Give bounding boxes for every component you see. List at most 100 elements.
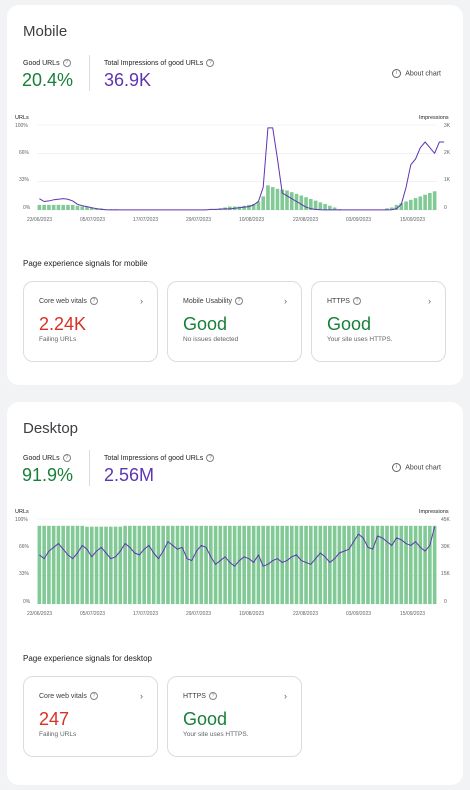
urls-bar [109,526,113,604]
x-tick: 10/08/2023 [239,217,265,223]
urls-bar [37,525,42,604]
urls-bar [47,525,51,604]
help-icon[interactable]: ? [62,454,71,462]
urls-bar [270,187,275,210]
urls-bar [170,525,175,604]
impressions-line [39,127,445,211]
right-tick: 0 [444,205,447,211]
https-card[interactable]: HTTPS? › Good Your site uses HTTPS. [311,281,446,362]
urls-bar [275,525,280,604]
urls-bar [85,206,89,210]
urls-bar [418,525,423,604]
urls-bar [80,525,85,604]
urls-bar [289,192,294,210]
impressions-value: 2.56M [104,465,155,485]
urls-bar [351,525,356,604]
urls-bar [404,525,408,604]
good-urls-value: 20.4% [22,70,74,90]
urls-bar [66,525,70,604]
urls-bar [147,525,151,604]
x-tick: 22/08/2023 [293,611,319,617]
urls-bar [366,525,370,604]
urls-bar [328,525,332,604]
urls-bar [132,525,137,604]
chevron-right-icon: › [284,691,287,701]
card-title: Core web vitals? [39,692,98,700]
x-tick: 23/06/2023 [27,611,53,617]
urls-bar [213,525,218,604]
urls-bar [85,526,89,604]
right-tick: 2K [444,150,451,156]
x-tick: 15/09/2023 [400,611,426,617]
urls-bar [261,525,265,604]
info-icon: i [392,69,402,78]
left-tick: 66% [19,150,30,156]
urls-bar [242,205,246,210]
urls-bar [266,525,270,604]
urls-bar [270,525,275,604]
urls-bar [370,525,375,604]
right-tick: 3K [444,123,451,129]
urls-bar [256,525,261,604]
chevron-right-icon: › [140,691,143,701]
card-value: 2.24K [39,314,87,334]
urls-axis-label: URLs [15,509,29,515]
help-icon[interactable]: ? [206,454,215,462]
help-icon[interactable]: ? [206,59,215,67]
right-tick: 45K [441,517,450,523]
urls-bar [428,525,432,604]
urls-bar [151,525,156,604]
impressions-axis-label: Impressions [419,509,449,515]
urls-bar [180,525,185,604]
urls-bar [261,196,265,210]
left-tick: 0% [23,205,31,211]
card-title: Core web vitals? [39,297,98,305]
urls-bar [228,525,232,604]
urls-bar [394,204,399,210]
urls-bar [432,525,437,604]
urls-bar [313,200,318,210]
about-chart-link[interactable]: i About chart [392,69,441,78]
urls-bar [375,525,380,604]
help-icon[interactable]: ? [89,297,98,305]
core-web-vitals-card[interactable]: Core web vitals? › 247 Failing URLs [23,676,158,757]
good-urls-label: Good URLs? [23,454,71,462]
urls-bar [51,525,56,604]
urls-bar [70,525,75,604]
help-icon[interactable]: ? [208,692,217,700]
help-icon[interactable]: ? [89,692,98,700]
urls-bar [156,525,161,604]
good-urls-value: 91.9% [22,465,74,485]
right-tick: 1K [444,177,451,183]
urls-bar [423,194,427,210]
x-tick: 17/07/2023 [133,611,159,617]
urls-bar [342,525,346,604]
help-icon[interactable]: ? [352,297,361,305]
urls-bar [123,525,127,604]
urls-bar [237,206,242,210]
help-icon[interactable]: ? [235,297,244,305]
urls-bar [323,204,327,210]
about-chart-link[interactable]: i About chart [392,463,441,472]
urls-bar [128,525,132,604]
https-card[interactable]: HTTPS? › Good Your site uses HTTPS. [167,676,302,757]
urls-bar [299,195,304,210]
desktop-chart[interactable] [37,518,437,605]
desktop-title: Desktop [23,420,79,437]
mobile-chart[interactable] [37,124,445,211]
urls-bar [413,525,418,604]
urls-bar [42,525,46,604]
urls-bar [423,525,427,604]
urls-bar [318,202,323,210]
urls-bar [399,203,404,210]
x-tick: 05/07/2023 [80,217,106,223]
help-icon[interactable]: ? [62,59,71,67]
urls-bar [266,185,270,210]
urls-bar [228,206,232,210]
x-tick: 05/07/2023 [80,611,106,617]
core-web-vitals-card[interactable]: Core web vitals? › 2.24K Failing URLs [23,281,158,362]
card-subtitle: Failing URLs [39,336,77,343]
chevron-right-icon: › [140,296,143,306]
urls-bar [56,204,61,210]
mobile-usability-card[interactable]: Mobile Usability? › Good No issues detec… [167,281,302,362]
